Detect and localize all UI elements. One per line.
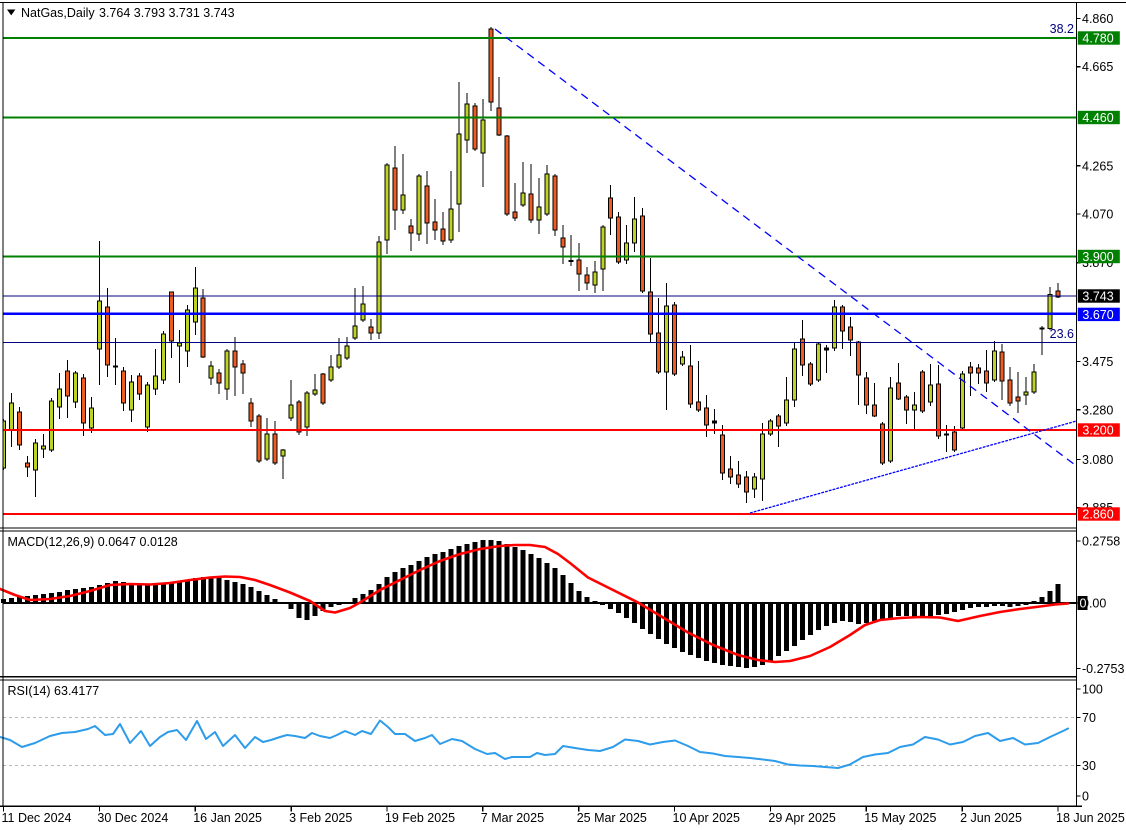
svg-text:3.475: 3.475	[1082, 355, 1113, 369]
svg-text:3 Feb 2025: 3 Feb 2025	[289, 811, 352, 825]
svg-text:NatGas,Daily: NatGas,Daily	[21, 6, 95, 20]
svg-text:100: 100	[1082, 683, 1103, 697]
svg-text:16 Jan 2025: 16 Jan 2025	[193, 811, 262, 825]
svg-text:11 Dec 2024: 11 Dec 2024	[2, 811, 72, 825]
svg-text:RSI(14) 63.4177: RSI(14) 63.4177	[8, 684, 100, 698]
svg-text:3.280: 3.280	[1082, 403, 1113, 417]
svg-text:15 May 2025: 15 May 2025	[864, 811, 936, 825]
svg-text:3.080: 3.080	[1082, 453, 1113, 467]
svg-text:7 Mar 2025: 7 Mar 2025	[481, 811, 544, 825]
svg-text:29 Apr 2025: 29 Apr 2025	[768, 811, 835, 825]
svg-text:2.860: 2.860	[1082, 507, 1113, 521]
svg-text:4.860: 4.860	[1082, 12, 1113, 26]
svg-text:25 Mar 2025: 25 Mar 2025	[577, 811, 647, 825]
svg-text:19 Feb 2025: 19 Feb 2025	[385, 811, 455, 825]
svg-text:3.200: 3.200	[1082, 423, 1113, 437]
svg-text:4.780: 4.780	[1082, 31, 1113, 45]
svg-text:MACD(12,26,9) 0.0647 0.0128: MACD(12,26,9) 0.0647 0.0128	[8, 535, 178, 549]
svg-text:3.670: 3.670	[1082, 308, 1113, 322]
svg-text:30: 30	[1082, 759, 1096, 773]
svg-text:4.665: 4.665	[1082, 60, 1113, 74]
svg-text:0: 0	[1082, 790, 1089, 804]
svg-text:70: 70	[1082, 711, 1096, 725]
svg-text:4.265: 4.265	[1082, 159, 1113, 173]
svg-text:18 Jun 2025: 18 Jun 2025	[1056, 811, 1125, 825]
svg-text:3.900: 3.900	[1082, 250, 1113, 264]
svg-text:30 Dec 2024: 30 Dec 2024	[97, 811, 168, 825]
svg-text:3.764 3.793 3.731 3.743: 3.764 3.793 3.731 3.743	[99, 6, 235, 20]
svg-text:4.460: 4.460	[1082, 111, 1113, 125]
svg-text:0.2758: 0.2758	[1082, 535, 1120, 549]
svg-text:-0.2753: -0.2753	[1082, 662, 1124, 676]
svg-text:10 Apr 2025: 10 Apr 2025	[673, 811, 740, 825]
svg-text:38.2: 38.2	[1050, 22, 1074, 36]
svg-text:3.743: 3.743	[1082, 289, 1113, 303]
svg-text:4.070: 4.070	[1082, 208, 1113, 222]
svg-text:0.00: 0.00	[1082, 597, 1106, 611]
svg-text:23.6: 23.6	[1050, 327, 1074, 341]
svg-text:2 Jun 2025: 2 Jun 2025	[960, 811, 1022, 825]
svg-text:0: 0	[1080, 597, 1087, 611]
